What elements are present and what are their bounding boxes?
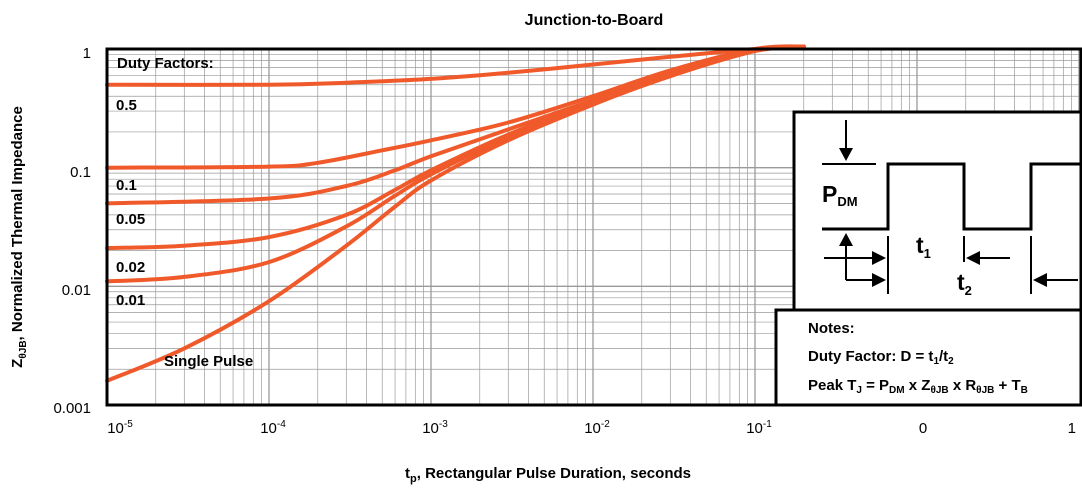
arrow-right-icon	[872, 273, 886, 287]
y-tick-label: 1	[83, 45, 91, 62]
series-curves	[105, 44, 806, 383]
x-tick-label: 10-3	[422, 419, 448, 437]
series-label-0.01: 0.01	[116, 292, 145, 309]
chart-title: Junction-to-Board	[525, 12, 664, 29]
x-tick-label: 0	[919, 420, 927, 437]
t1-label: t1	[916, 232, 931, 261]
x-tick-label: 10-2	[584, 419, 610, 437]
pulse-waveform	[822, 162, 1081, 231]
notes-box: Notes: Duty Factor: D = t1/t2 Peak TJ = …	[774, 308, 1082, 407]
x-tick-label: 10-4	[260, 419, 286, 437]
series-label-0.1: 0.1	[116, 177, 137, 194]
y-tick-labels: 1 0.1 0.01 0.001	[53, 45, 91, 417]
series-label-single-pulse: Single Pulse	[164, 353, 253, 370]
series-line-single-pulse	[105, 44, 806, 383]
pdm-label: PDM	[822, 181, 858, 209]
x-axis-label: tp, Rectangular Pulse Duration, seconds	[405, 465, 691, 485]
arrow-left-icon	[1033, 273, 1047, 287]
series-label-0.02: 0.02	[116, 259, 145, 276]
y-tick-label: 0.1	[70, 164, 91, 181]
series-labels: Duty Factors: 0.5 0.1 0.05 0.02 0.01 Sin…	[116, 55, 253, 370]
arrow-down-icon	[839, 148, 853, 161]
t2-label: t2	[957, 269, 972, 298]
x-tick-labels: 10-5 10-4 10-3 10-2 10-1 0 1	[107, 419, 1076, 437]
arrow-right-icon	[872, 251, 886, 265]
y-tick-label: 0.001	[53, 400, 91, 417]
legend-title: Duty Factors:	[117, 55, 214, 72]
arrow-left-icon	[966, 251, 980, 265]
series-line-0.1	[105, 44, 806, 170]
series-label-0.05: 0.05	[116, 211, 145, 228]
notes-duty-factor: Duty Factor: D = t1/t2	[808, 348, 954, 367]
notes-peak-tj: Peak TJ = PDM x ZθJB x RθJB + TB	[808, 377, 1028, 396]
notes-title: Notes:	[808, 320, 855, 337]
pulse-diagram-inset: PDM t1 t2	[792, 110, 1082, 312]
y-axis-label: ZθJB, Normalized Thermal Impedance	[9, 106, 29, 368]
x-tick-label: 1	[1068, 420, 1076, 437]
x-tick-label: 10-1	[746, 419, 772, 437]
x-tick-label: 10-5	[107, 419, 133, 437]
arrow-up-icon	[839, 233, 853, 246]
series-label-0.5: 0.5	[116, 97, 137, 114]
series-line-0.5	[105, 44, 806, 87]
y-tick-label: 0.01	[62, 282, 91, 299]
series-line-0.01	[105, 44, 806, 284]
